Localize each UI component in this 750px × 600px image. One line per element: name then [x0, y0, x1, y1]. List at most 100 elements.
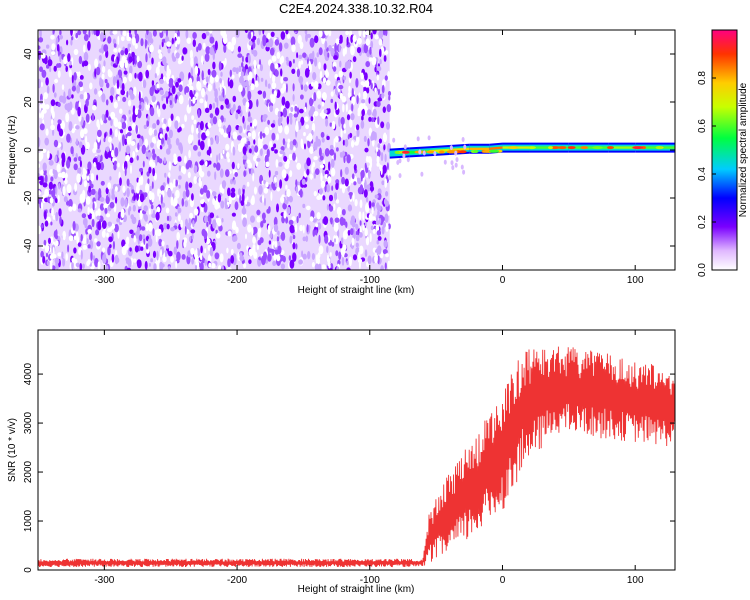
noise-blob [209, 103, 212, 111]
noise-blob [204, 99, 208, 110]
noise-blob [113, 163, 117, 171]
noise-blob [124, 166, 127, 177]
noise-blob [91, 218, 95, 228]
noise-blob [256, 157, 261, 162]
noise-blob [247, 132, 252, 137]
noise-blob [150, 258, 154, 263]
noise-blob [184, 200, 189, 208]
noise-blob [197, 132, 201, 139]
noise-blob [85, 135, 88, 145]
noise-blob [321, 264, 327, 270]
noise-blob [99, 32, 104, 42]
noise-blob [155, 156, 158, 166]
noise-blob [253, 49, 258, 57]
noise-blob [225, 143, 230, 151]
noise-blob [377, 116, 380, 125]
snr-x-tick-label: 0 [500, 575, 506, 586]
noise-blob [305, 235, 309, 242]
noise-blob [38, 163, 41, 168]
noise-blob [292, 139, 297, 146]
noise-blob [57, 102, 61, 108]
noise-blob [257, 64, 261, 69]
signal-scatter [427, 135, 431, 141]
noise-blob [41, 69, 47, 78]
noise-blob [361, 99, 366, 104]
noise-blob [114, 186, 118, 192]
signal-scatter [463, 144, 467, 150]
noise-blob [54, 78, 59, 84]
noise-blob [288, 153, 293, 161]
noise-blob [273, 55, 276, 61]
noise-blob [136, 191, 139, 201]
noise-blob [330, 167, 336, 177]
noise-blob [269, 105, 274, 112]
noise-blob [190, 229, 196, 234]
signal-spot [507, 146, 519, 150]
noise-blob [324, 40, 328, 50]
noise-blob [87, 229, 92, 234]
noise-blob [178, 184, 181, 189]
noise-blob [52, 215, 56, 220]
noise-blob [90, 251, 93, 261]
noise-blob [237, 144, 241, 151]
noise-blob [117, 96, 121, 102]
noise-blob [177, 30, 180, 38]
noise-blob [213, 82, 216, 92]
noise-blob [216, 232, 221, 239]
noise-blob [122, 185, 126, 193]
noise-blob [287, 142, 290, 149]
noise-blob [175, 81, 179, 88]
noise-blob [137, 60, 143, 69]
colorbar-label: Normalized spectral amplitude [738, 82, 749, 217]
noise-blob [159, 144, 163, 150]
noise-blob [61, 95, 67, 104]
noise-blob [193, 144, 198, 151]
noise-blob [346, 36, 349, 46]
noise-blob [371, 207, 374, 215]
noise-blob [298, 259, 303, 265]
noise-blob [99, 197, 105, 202]
noise-blob [325, 79, 331, 86]
noise-blob [257, 227, 262, 234]
noise-blob [226, 247, 229, 254]
noise-blob [321, 137, 325, 143]
noise-blob [71, 36, 74, 41]
noise-blob [178, 126, 182, 132]
noise-blob [52, 246, 55, 257]
noise-blob [358, 92, 361, 99]
noise-blob [120, 89, 126, 96]
noise-blob [189, 212, 194, 219]
noise-blob [215, 217, 218, 223]
noise-blob [384, 178, 388, 189]
noise-blob [224, 98, 229, 105]
noise-blob [277, 110, 281, 118]
noise-blob [46, 252, 48, 258]
noise-blob [178, 84, 183, 92]
noise-blob [52, 30, 55, 35]
noise-blob [107, 221, 113, 227]
noise-blob [191, 193, 194, 201]
noise-blob [320, 131, 325, 138]
noise-blob [262, 194, 265, 203]
noise-blob [73, 163, 78, 171]
noise-blob [124, 243, 129, 251]
noise-blob [92, 104, 97, 111]
noise-blob [364, 162, 367, 170]
noise-blob [295, 184, 299, 194]
noise-blob [187, 250, 192, 258]
noise-blob [173, 178, 176, 187]
noise-blob [218, 224, 223, 232]
noise-blob [75, 101, 79, 111]
noise-blob [279, 179, 283, 189]
noise-blob [200, 199, 205, 205]
noise-blob [74, 182, 78, 192]
noise-blob [83, 128, 88, 135]
noise-blob [280, 231, 286, 241]
noise-blob [107, 36, 112, 44]
noise-blob [170, 113, 174, 121]
noise-blob [212, 116, 218, 125]
noise-blob [351, 141, 354, 148]
noise-blob [311, 253, 315, 260]
noise-blob [143, 124, 148, 129]
noise-blob [224, 57, 227, 66]
